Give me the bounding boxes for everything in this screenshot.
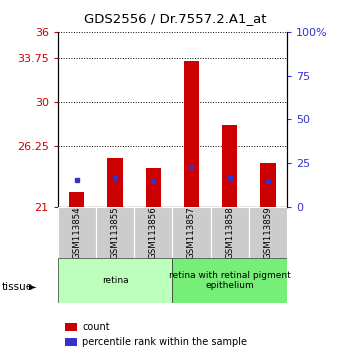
Text: GSM113857: GSM113857	[187, 206, 196, 259]
Bar	[172, 258, 287, 303]
Text: ►: ►	[29, 281, 36, 291]
Text: GDS2556 / Dr.7557.2.A1_at: GDS2556 / Dr.7557.2.A1_at	[84, 12, 266, 25]
Bar	[69, 192, 84, 207]
Bar	[249, 207, 287, 258]
Bar	[58, 207, 96, 258]
Text: GSM113854: GSM113854	[72, 206, 81, 259]
Bar	[96, 207, 134, 258]
Text: GSM113855: GSM113855	[111, 206, 120, 259]
Text: retina: retina	[102, 276, 128, 285]
Bar	[58, 258, 172, 303]
Text: retina with retinal pigment
epithelium: retina with retinal pigment epithelium	[169, 271, 290, 290]
Text: percentile rank within the sample: percentile rank within the sample	[82, 337, 247, 347]
Bar	[222, 125, 237, 207]
Bar	[172, 207, 211, 258]
Bar	[260, 163, 275, 207]
Bar	[146, 168, 161, 207]
Bar	[107, 158, 123, 207]
Text: GSM113856: GSM113856	[149, 206, 158, 259]
Text: count: count	[82, 322, 110, 332]
Bar	[211, 207, 249, 258]
Text: tissue: tissue	[2, 282, 33, 292]
Bar	[134, 207, 172, 258]
Text: GSM113859: GSM113859	[264, 206, 272, 259]
Bar	[184, 61, 199, 207]
Text: GSM113858: GSM113858	[225, 206, 234, 259]
